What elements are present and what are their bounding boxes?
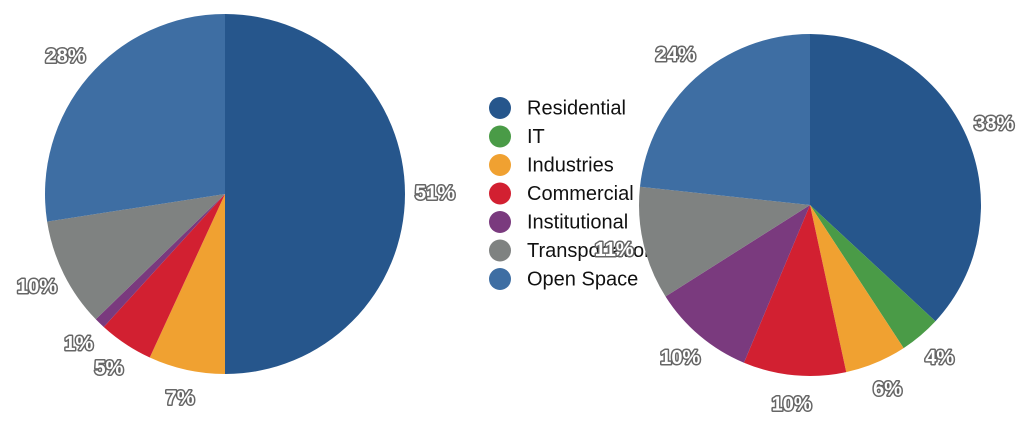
data-label: 10%	[772, 393, 812, 415]
legend-label: Transportation	[527, 240, 655, 262]
data-label: 11%	[595, 239, 634, 261]
legend-swatch	[489, 154, 511, 176]
legend-label: Institutional	[527, 211, 628, 233]
data-label: 6%	[873, 379, 902, 401]
pie-slice	[225, 14, 405, 374]
legend-swatch	[489, 211, 511, 233]
data-label: 1%	[64, 333, 93, 355]
data-label: 51%	[415, 182, 455, 204]
pie-slice	[149, 194, 225, 374]
data-label: 28%	[46, 46, 86, 68]
legend-label: Open Space	[527, 268, 638, 290]
pie-slice	[810, 34, 982, 322]
legend-label: Industries	[527, 154, 614, 176]
legend-label: IT	[527, 126, 545, 148]
data-label: 7%	[166, 387, 195, 409]
data-label: 10%	[17, 276, 57, 298]
pie-slice	[810, 205, 936, 349]
pie-slice	[44, 14, 226, 222]
legend-swatch	[489, 268, 511, 290]
pie-slice	[639, 34, 810, 205]
legend-swatch	[489, 239, 511, 262]
pie-slice	[47, 194, 225, 320]
data-label: 4%	[925, 347, 954, 369]
legend-swatch	[489, 182, 511, 205]
legend-swatch	[489, 125, 511, 148]
pie-slice	[639, 186, 810, 297]
pie-slice	[743, 205, 847, 376]
data-label: 38%	[974, 113, 1014, 135]
pie-slice	[95, 194, 226, 328]
legend-label: Commercial	[527, 183, 634, 205]
pie-slice	[810, 205, 904, 373]
legend-label: Residential	[527, 97, 626, 119]
data-label: 5%	[95, 357, 124, 379]
data-label: 24%	[656, 44, 696, 66]
legend-swatch	[489, 97, 511, 119]
pie-slice	[103, 194, 225, 358]
pie-slice	[665, 205, 810, 363]
data-label: 10%	[660, 347, 700, 369]
